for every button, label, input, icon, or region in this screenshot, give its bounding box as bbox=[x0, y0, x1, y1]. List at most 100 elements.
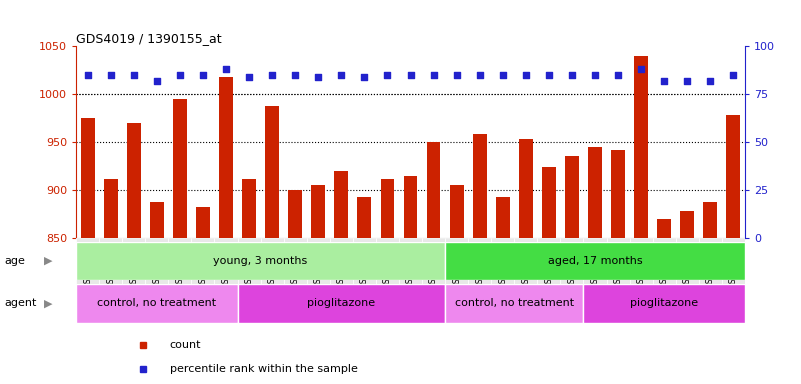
FancyBboxPatch shape bbox=[76, 242, 445, 280]
FancyBboxPatch shape bbox=[583, 284, 745, 323]
Text: GSM506999: GSM506999 bbox=[660, 242, 669, 288]
FancyBboxPatch shape bbox=[630, 238, 653, 315]
Point bbox=[358, 74, 371, 80]
Text: ▶: ▶ bbox=[44, 256, 53, 266]
FancyBboxPatch shape bbox=[168, 238, 191, 315]
Point bbox=[681, 78, 694, 84]
Bar bbox=[427, 142, 441, 384]
FancyBboxPatch shape bbox=[422, 238, 445, 315]
Point bbox=[266, 72, 279, 78]
Text: GSM506985: GSM506985 bbox=[337, 242, 346, 288]
Point bbox=[243, 74, 256, 80]
Point bbox=[450, 72, 463, 78]
Text: GSM506989: GSM506989 bbox=[429, 242, 438, 288]
Point bbox=[727, 72, 740, 78]
Point bbox=[151, 78, 163, 84]
Bar bbox=[288, 190, 302, 384]
FancyBboxPatch shape bbox=[123, 238, 145, 315]
Text: GSM507001: GSM507001 bbox=[706, 242, 714, 288]
Text: GSM506986: GSM506986 bbox=[360, 242, 369, 288]
Bar bbox=[634, 56, 648, 384]
Point bbox=[196, 72, 209, 78]
Bar bbox=[219, 77, 233, 384]
Bar bbox=[334, 171, 348, 384]
FancyBboxPatch shape bbox=[676, 238, 698, 315]
Bar bbox=[658, 219, 671, 384]
FancyBboxPatch shape bbox=[606, 238, 630, 315]
FancyBboxPatch shape bbox=[514, 238, 537, 315]
FancyBboxPatch shape bbox=[260, 238, 284, 315]
Text: pioglitazone: pioglitazone bbox=[630, 298, 698, 308]
Text: GSM506987: GSM506987 bbox=[383, 242, 392, 288]
FancyBboxPatch shape bbox=[99, 238, 123, 315]
Text: GSM506994: GSM506994 bbox=[545, 242, 553, 288]
FancyBboxPatch shape bbox=[215, 238, 238, 315]
Text: GSM506977: GSM506977 bbox=[152, 242, 161, 288]
Text: GSM506982: GSM506982 bbox=[268, 242, 276, 288]
FancyBboxPatch shape bbox=[468, 238, 491, 315]
Point bbox=[219, 66, 232, 72]
Text: GSM507000: GSM507000 bbox=[682, 242, 692, 288]
Point bbox=[81, 72, 94, 78]
FancyBboxPatch shape bbox=[191, 238, 215, 315]
Text: GSM506990: GSM506990 bbox=[452, 242, 461, 288]
FancyBboxPatch shape bbox=[698, 238, 722, 315]
Bar bbox=[357, 197, 372, 384]
Bar bbox=[173, 99, 187, 384]
Text: aged, 17 months: aged, 17 months bbox=[548, 256, 642, 266]
FancyBboxPatch shape bbox=[76, 284, 238, 323]
Bar bbox=[127, 123, 141, 384]
FancyBboxPatch shape bbox=[399, 238, 422, 315]
Bar bbox=[611, 150, 625, 384]
Bar bbox=[473, 134, 487, 384]
Text: ▶: ▶ bbox=[44, 298, 53, 308]
Point bbox=[542, 72, 555, 78]
Text: GSM506998: GSM506998 bbox=[637, 242, 646, 288]
Text: GSM506976: GSM506976 bbox=[129, 242, 139, 288]
Text: GSM507002: GSM507002 bbox=[729, 242, 738, 288]
Point bbox=[381, 72, 394, 78]
Bar bbox=[588, 147, 602, 384]
Point bbox=[127, 72, 140, 78]
Point bbox=[335, 72, 348, 78]
Bar bbox=[449, 185, 464, 384]
FancyBboxPatch shape bbox=[307, 238, 330, 315]
Bar bbox=[104, 179, 118, 384]
FancyBboxPatch shape bbox=[445, 242, 745, 280]
Text: GSM506975: GSM506975 bbox=[107, 242, 115, 288]
FancyBboxPatch shape bbox=[330, 238, 353, 315]
Text: control, no treatment: control, no treatment bbox=[455, 298, 574, 308]
Bar bbox=[150, 202, 163, 384]
Bar bbox=[703, 202, 717, 384]
Text: GSM506997: GSM506997 bbox=[614, 242, 622, 288]
FancyBboxPatch shape bbox=[238, 284, 445, 323]
Text: count: count bbox=[170, 340, 201, 350]
Text: GSM506992: GSM506992 bbox=[498, 242, 507, 288]
FancyBboxPatch shape bbox=[445, 284, 583, 323]
Text: GSM506993: GSM506993 bbox=[521, 242, 530, 288]
Bar bbox=[404, 175, 417, 384]
Text: GSM506984: GSM506984 bbox=[314, 242, 323, 288]
Text: GSM506988: GSM506988 bbox=[406, 242, 415, 288]
Point bbox=[519, 72, 532, 78]
Bar bbox=[519, 139, 533, 384]
Bar bbox=[196, 207, 210, 384]
FancyBboxPatch shape bbox=[445, 238, 468, 315]
Text: GDS4019 / 1390155_at: GDS4019 / 1390155_at bbox=[76, 32, 222, 45]
FancyBboxPatch shape bbox=[722, 238, 745, 315]
Bar bbox=[242, 179, 256, 384]
Text: control, no treatment: control, no treatment bbox=[97, 298, 216, 308]
FancyBboxPatch shape bbox=[537, 238, 561, 315]
Bar bbox=[727, 115, 740, 384]
Bar bbox=[380, 179, 394, 384]
FancyBboxPatch shape bbox=[284, 238, 307, 315]
FancyBboxPatch shape bbox=[491, 238, 514, 315]
Point bbox=[589, 72, 602, 78]
Bar bbox=[680, 211, 694, 384]
Point bbox=[497, 72, 509, 78]
Point bbox=[104, 72, 117, 78]
Bar bbox=[265, 106, 279, 384]
Text: GSM506979: GSM506979 bbox=[199, 242, 207, 288]
Text: GSM506996: GSM506996 bbox=[590, 242, 599, 288]
Point bbox=[634, 66, 647, 72]
